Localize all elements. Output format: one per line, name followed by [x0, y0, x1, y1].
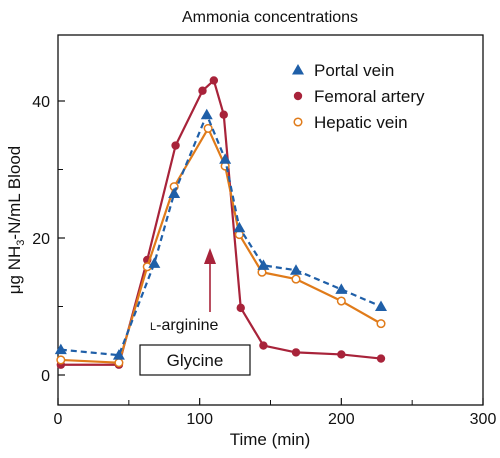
portal-vein-point: [233, 221, 246, 233]
femoral-artery-point: [219, 110, 228, 119]
portal-vein-point: [335, 283, 348, 294]
portal-vein-point: [168, 187, 181, 198]
glycine-box: [139, 344, 251, 376]
legend-label-femoral-artery: Femoral artery: [314, 87, 425, 106]
arginine-label-smallcap: L: [150, 321, 156, 333]
series-layer: [54, 76, 387, 369]
femoral-artery-point: [171, 141, 180, 150]
hepatic-vein-point: [203, 123, 213, 133]
y-axis-title-sub: 3: [15, 240, 27, 246]
hepatic-vein-point: [114, 358, 124, 368]
series-hepatic-vein: [56, 123, 386, 368]
portal-vein-point: [54, 343, 67, 355]
y-tick-label: 0: [41, 368, 50, 385]
glycine-label: Glycine: [167, 351, 224, 370]
legend-marker-hepatic-vein: [293, 117, 303, 127]
arginine-label: L-arginine: [150, 317, 218, 334]
series-femoral-artery: [56, 76, 386, 369]
portal-vein-point: [148, 257, 161, 268]
axes: 0 100 200 300 0 20 40: [32, 94, 496, 428]
femoral-artery-point: [236, 303, 245, 313]
x-tick-label: 0: [54, 411, 63, 428]
x-tick-label: 100: [186, 411, 213, 428]
portal-vein-point: [219, 153, 232, 164]
x-tick-label: 200: [328, 411, 355, 428]
legend-label-hepatic-vein: Hepatic vein: [314, 113, 408, 132]
portal-vein-point: [257, 259, 270, 270]
portal-vein-point: [200, 108, 213, 120]
y-tick-label: 40: [32, 94, 50, 111]
hepatic-vein-point: [376, 319, 386, 329]
femoral-artery-point: [198, 86, 207, 95]
portal-vein-line: [60, 113, 382, 357]
femoral-artery-point: [291, 348, 301, 357]
femoral-artery-point: [209, 76, 219, 85]
femoral-artery-point: [259, 341, 268, 350]
y-axis-title-pre: μg NH: [5, 246, 24, 295]
hepatic-vein-point: [56, 355, 66, 365]
femoral-artery-point: [337, 350, 346, 359]
x-tick-label: 300: [470, 411, 497, 428]
arginine-label-rest: -arginine: [156, 317, 218, 334]
legend-label-portal-vein: Portal vein: [314, 61, 394, 80]
y-axis-title: μg NH3-N/mL Blood: [5, 146, 27, 295]
y-axis-title-post: -N/mL Blood: [5, 146, 24, 240]
portal-vein-point: [375, 300, 387, 311]
series-portal-vein: [54, 108, 387, 360]
y-tick-label: 20: [32, 231, 50, 248]
hepatic-vein-point: [336, 296, 346, 306]
hepatic-vein-point: [291, 274, 301, 284]
femoral-artery-point: [376, 354, 386, 363]
chart-title: Ammonia concentrations: [182, 9, 358, 26]
arginine-arrow-head: [204, 248, 216, 264]
legend-marker-femoral-artery: [293, 91, 303, 101]
x-axis-title: Time (min): [230, 430, 311, 449]
portal-vein-point: [290, 264, 302, 275]
portal-vein-point: [112, 349, 125, 360]
femoral-artery-line: [60, 79, 382, 366]
legend: Portal vein Femoral artery Hepatic vein: [292, 61, 425, 132]
legend-marker-portal-vein: [292, 64, 304, 75]
